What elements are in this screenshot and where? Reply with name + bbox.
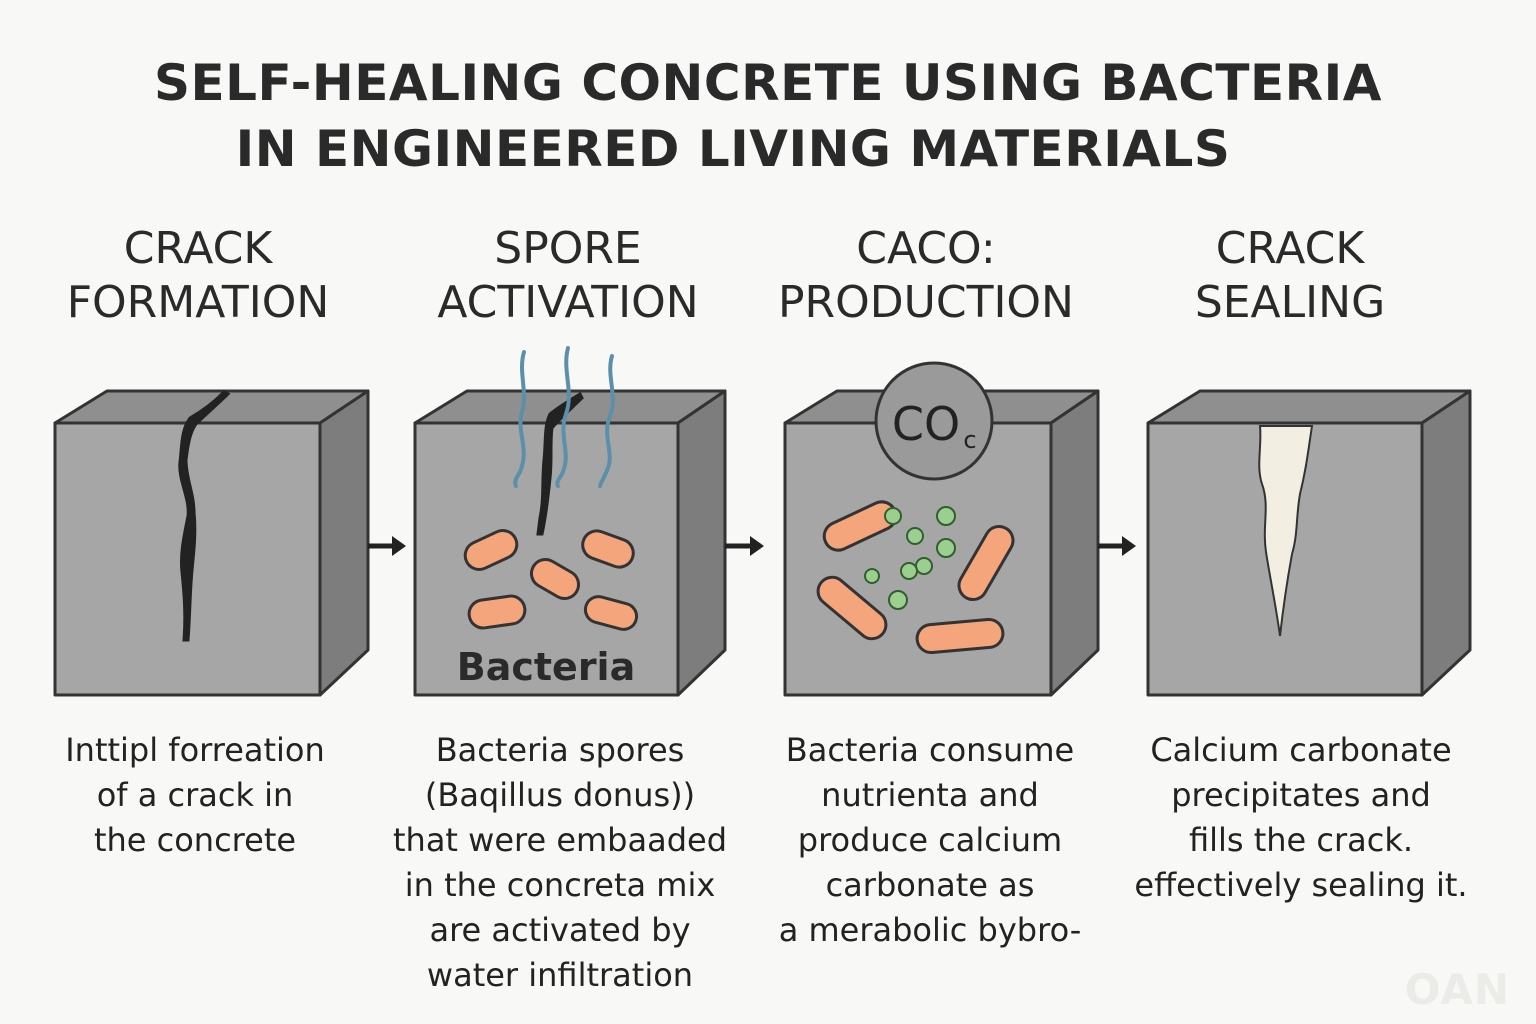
description-line: Inttipl forreation — [65, 731, 325, 769]
description-line: a merabolic bybro- — [778, 911, 1082, 949]
sealed-crack — [1258, 425, 1314, 637]
description-line: produce calcium — [797, 821, 1063, 859]
description-line: fills the crack. — [1188, 821, 1414, 859]
title-line-2: IN ENGINEERED LIVING MATERIALS — [235, 120, 1231, 178]
description-line: in the concreta mix — [404, 866, 716, 904]
description-line: of a crack in — [96, 776, 294, 814]
step-heading-crack-sealing: CRACK SEALING — [1110, 222, 1470, 330]
description-line: Bacteria consume — [785, 731, 1075, 769]
watermark: OAN — [1404, 965, 1510, 1014]
bacteria-label: Bacteria — [457, 645, 635, 689]
right-arrow-icon — [1098, 536, 1136, 556]
co-subscript: c — [963, 426, 976, 454]
co-circle-icon: CO c — [874, 361, 994, 481]
step-description-spore-activation: Bacteria spores (Baqillus donus)) that w… — [380, 728, 740, 998]
step-description-crack-formation: Inttipl forreation of a crack in the con… — [30, 728, 360, 863]
description-line: carbonate as — [825, 866, 1035, 904]
step-description-caco-production: Bacteria consume nutrienta and produce c… — [760, 728, 1100, 953]
description-line: the concrete — [93, 821, 297, 859]
description-line: Calcium carbonate — [1150, 731, 1452, 769]
step-heading-spore-activation: SPORE ACTIVATION — [388, 222, 748, 330]
step-description-crack-sealing: Calcium carbonate precipitates and fills… — [1116, 728, 1486, 908]
description-line: effectively sealing it. — [1134, 866, 1468, 904]
bacteria-cells — [816, 500, 1015, 655]
description-line: are activated by — [429, 911, 691, 949]
description-line: (Baqillus donus)) — [424, 776, 696, 814]
heading-line: SPORE — [494, 223, 642, 274]
title-line-1: SELF-HEALING CONCRETE USING BACTERIA — [154, 54, 1382, 112]
heading-line: ACTIVATION — [437, 277, 699, 328]
heading-line: SEALING — [1194, 277, 1386, 328]
heading-line: PRODUCTION — [778, 277, 1074, 328]
diagram-title: SELF-HEALING CONCRETE USING BACTERIA IN … — [0, 50, 1536, 182]
right-arrow-icon — [368, 536, 406, 556]
co-label: CO — [892, 397, 960, 451]
heading-line: CACO: — [856, 223, 996, 274]
description-line: Bacteria spores — [435, 731, 685, 769]
concrete-block-crack-sealing — [1146, 389, 1472, 697]
crack — [178, 390, 231, 642]
description-line: nutrienta and — [821, 776, 1039, 814]
description-line: that were embaaded — [392, 821, 728, 859]
water-droplets — [513, 346, 615, 488]
crack — [536, 391, 584, 536]
heading-line: CRACK — [123, 223, 273, 274]
concrete-block-crack-formation — [53, 389, 370, 697]
calcium-carbonate-particles — [864, 506, 956, 610]
bacteria-cells — [463, 529, 639, 631]
description-line: precipitates and — [1171, 776, 1431, 814]
heading-line: FORMATION — [66, 277, 330, 328]
step-heading-crack-formation: CRACK FORMATION — [18, 222, 378, 330]
description-line: water infiltration — [426, 956, 694, 994]
heading-line: CRACK — [1215, 223, 1365, 274]
right-arrow-icon — [725, 536, 764, 556]
step-heading-caco-production: CACO: PRODUCTION — [746, 222, 1106, 330]
